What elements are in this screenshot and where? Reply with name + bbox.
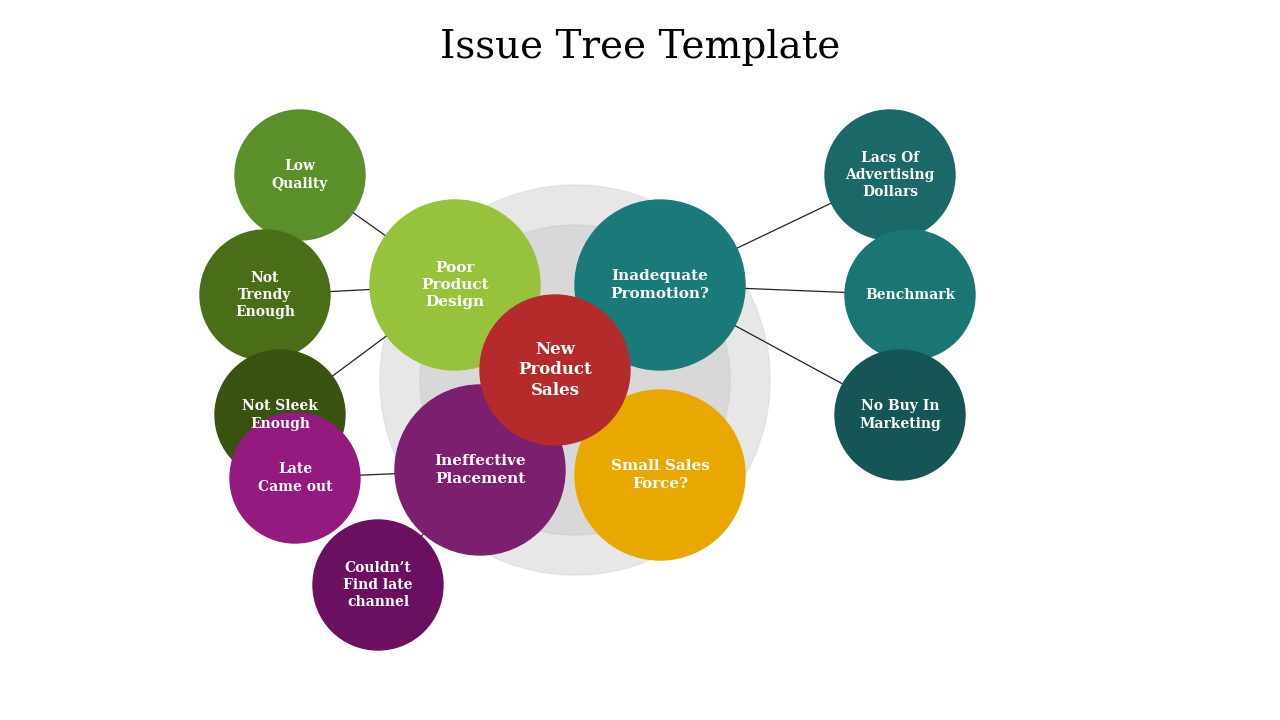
Circle shape bbox=[370, 200, 540, 370]
Text: Small Sales
Force?: Small Sales Force? bbox=[611, 459, 709, 490]
Text: Late
Came out: Late Came out bbox=[257, 462, 333, 494]
Text: Benchmark: Benchmark bbox=[865, 288, 955, 302]
Circle shape bbox=[380, 185, 771, 575]
Text: Inadequate
Promotion?: Inadequate Promotion? bbox=[611, 269, 709, 301]
Text: Ineffective
Placement: Ineffective Placement bbox=[434, 454, 526, 486]
Circle shape bbox=[236, 110, 365, 240]
Circle shape bbox=[314, 520, 443, 650]
Circle shape bbox=[826, 110, 955, 240]
Circle shape bbox=[575, 200, 745, 370]
Circle shape bbox=[480, 295, 630, 445]
Circle shape bbox=[420, 225, 730, 535]
Circle shape bbox=[845, 230, 975, 360]
Text: Couldn’t
Find late
channel: Couldn’t Find late channel bbox=[343, 561, 412, 609]
Text: New
Product
Sales: New Product Sales bbox=[518, 341, 591, 400]
Circle shape bbox=[230, 413, 360, 543]
Circle shape bbox=[835, 350, 965, 480]
Circle shape bbox=[396, 385, 564, 555]
Circle shape bbox=[200, 230, 330, 360]
Text: Poor
Product
Design: Poor Product Design bbox=[421, 261, 489, 310]
Text: No Buy In
Marketing: No Buy In Marketing bbox=[859, 400, 941, 431]
Text: Issue Tree Template: Issue Tree Template bbox=[440, 30, 840, 66]
Circle shape bbox=[575, 390, 745, 560]
Text: Not Sleek
Enough: Not Sleek Enough bbox=[242, 400, 317, 431]
Text: Lacs Of
Advertising
Dollars: Lacs Of Advertising Dollars bbox=[845, 150, 934, 199]
Circle shape bbox=[215, 350, 346, 480]
Text: Low
Quality: Low Quality bbox=[271, 159, 328, 191]
Text: Not
Trendy
Enough: Not Trendy Enough bbox=[236, 271, 294, 319]
